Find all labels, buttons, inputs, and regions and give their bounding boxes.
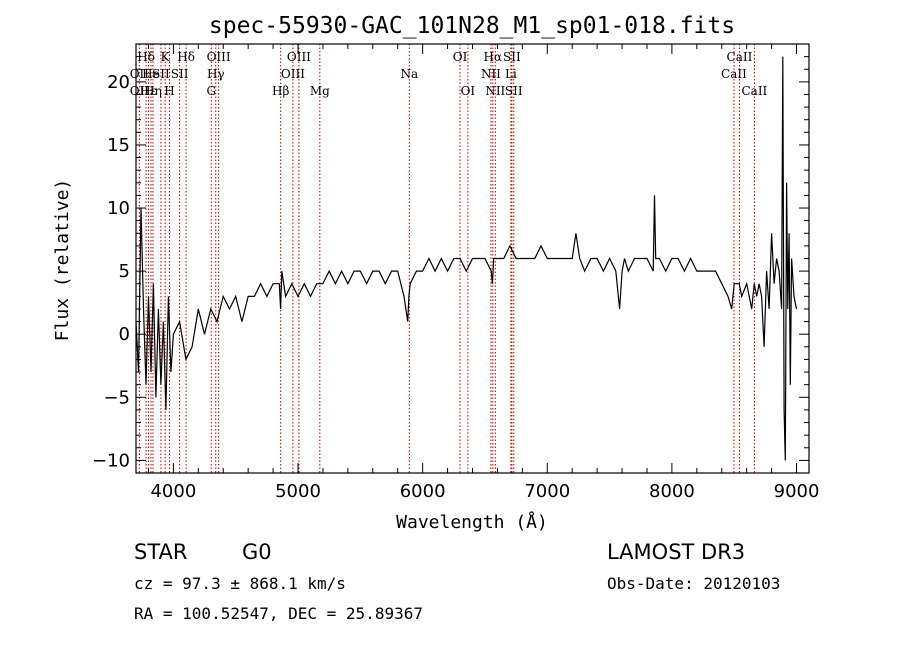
x-tick-label: 8000 [649,481,695,502]
survey-name: LAMOST DR3 [607,540,745,564]
y-tick-label: 20 [107,72,130,93]
spectral-line-label: Li [505,67,517,81]
spectral-line-label: OIII [281,67,305,81]
x-tick-label: 4000 [150,481,196,502]
spectral-line-label: Mg [310,84,330,98]
x-axis-label: Wavelength (Å) [396,511,548,533]
spectral-line-label: SII [503,50,521,64]
spectral-line-markers [138,44,755,473]
x-tick-label: 7000 [524,481,570,502]
y-tick-label: −5 [103,387,130,408]
chart-title: spec-55930-GAC_101N28_M1_sp01-018.fits [209,13,735,39]
spectral-line-label: Hβ [272,84,289,98]
x-tick-label: 9000 [774,481,820,502]
y-tick-label: −10 [92,450,130,471]
object-subclass: G0 [242,540,272,564]
spectral-line-label: SII [152,67,170,81]
y-tick-label: 15 [107,135,130,156]
spectral-line-label: NII [485,84,505,98]
spectral-line-label: SII [171,67,189,81]
spectral-line-label: NII [481,67,501,81]
coordinates: RA = 100.52547, DEC = 25.89367 [134,604,423,623]
spectral-line-label: K [161,50,171,64]
spectral-line-label: CaII [727,50,753,64]
spectral-line-label: OI [461,84,476,98]
x-tick-label: 5000 [275,481,321,502]
redshift-velocity: cz = 97.3 ± 868.1 km/s [134,574,346,593]
spectral-line-label: Hε [140,84,157,98]
spectral-line-label: CaII [741,84,767,98]
spectral-line-label: CaII [721,67,747,81]
spectral-line-label: H [164,84,174,98]
spectral-line-label: SII [505,84,523,98]
observation-date: Obs-Date: 20120103 [607,574,780,593]
spectral-line-label: OI [453,50,468,64]
spectral-line-label: Hδ [177,50,195,64]
y-tick-label: 10 [107,198,130,219]
spectral-line-label: He [142,67,160,81]
spectral-line-label: OII [130,84,150,98]
spectral-line-label: Hδ [137,50,155,64]
spectrum-line [135,56,798,461]
spectral-line-label: Hα [484,50,503,64]
spectral-line-label: G [206,84,216,98]
spectral-line-label: Na [400,67,418,81]
spectral-line-label: OIII [287,50,311,64]
spectral-line-label: Hγ [207,67,225,81]
spectral-line-label: Hη [144,84,162,98]
spectral-line-label: OIII [207,50,231,64]
y-tick-label: 0 [119,324,130,345]
object-class: STAR [134,540,187,564]
x-axis-ticks: 4000 5000 6000 7000 8000 9000 [147,44,820,502]
y-axis-label: Flux (relative) [52,179,73,342]
y-tick-label: 5 [119,261,130,282]
x-tick-label: 6000 [400,481,446,502]
spectral-line-label: OII [130,67,150,81]
y-axis-ticks: −10 −5 0 5 10 15 20 [92,56,809,471]
